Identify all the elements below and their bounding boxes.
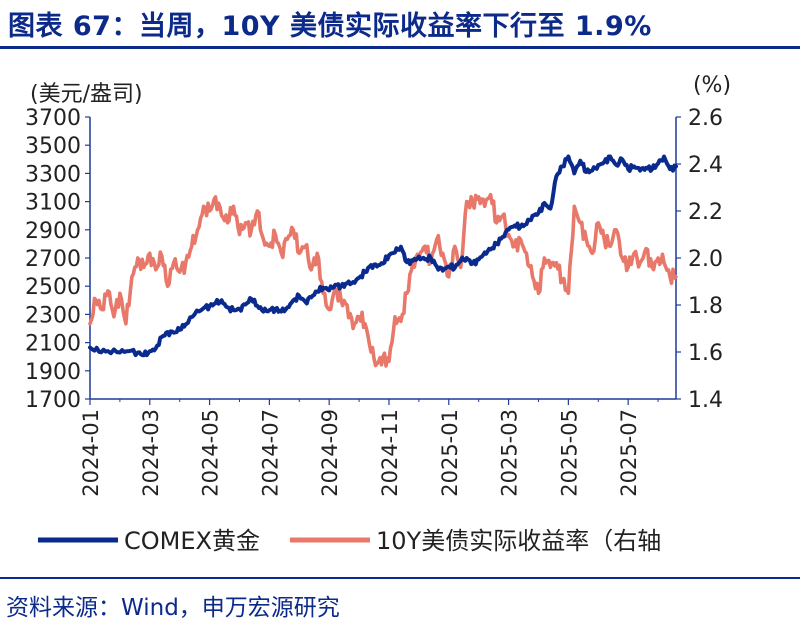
left-tick-label: 3500 [25,134,81,159]
title-divider [0,46,800,49]
x-tick-label: 2025-05 [557,409,581,497]
left-tick-label: 3100 [25,191,81,216]
series-line-comex-gold [88,154,678,358]
x-tick-label: 2024-09 [318,409,342,497]
right-tick-label: 2.6 [688,106,723,131]
x-tick-label: 2024-11 [378,409,402,497]
left-tick-label: 1900 [25,360,81,385]
chart-legend: COMEX黄金 10Y美债实际收益率（右轴 [38,527,661,555]
left-tick-label: 3700 [25,106,81,131]
x-tick-label: 2025-01 [438,409,462,497]
chart-title: 图表 67：当周，10Y 美债实际收益率下行至 1.9% [8,11,652,42]
x-tick-label: 2024-05 [199,409,223,497]
right-tick-label: 2.2 [688,200,723,225]
left-tick-label: 2300 [25,303,81,328]
left-tick-label: 1700 [25,388,81,413]
left-tick-label: 3300 [25,162,81,187]
footer-divider [0,577,800,579]
left-tick-label: 2500 [25,275,81,300]
right-tick-label: 1.8 [688,294,723,319]
series-line-real-yield [88,192,678,368]
left-tick-label: 2100 [25,332,81,357]
chart-axes: (美元/盎司) (%) 3700 3500 3300 3100 2900 2700 2500 23… [25,73,731,497]
x-tick-label: 2024-03 [139,409,163,497]
left-unit-label: (美元/盎司) [30,82,143,107]
right-tick-label: 2.0 [688,247,723,272]
left-tick-label: 2900 [25,219,81,244]
x-tick-label: 2025-07 [617,409,641,497]
legend-label-gold: COMEX黄金 [124,527,260,555]
x-tick-label: 2024-01 [79,409,103,497]
legend-label-yield: 10Y美债实际收益率（右轴 [376,527,661,555]
x-tick-label: 2025-03 [498,409,522,497]
right-unit-label: (%) [693,73,731,98]
right-tick-label: 2.4 [688,153,723,178]
source-note: 资料来源：Wind，申万宏源研究 [6,595,340,621]
x-tick-label: 2024-07 [258,409,282,497]
left-tick-label: 2700 [25,247,81,272]
chart-canvas: (美元/盎司) (%) 3700 3500 3300 3100 2900 2700 2500 23… [25,73,731,555]
chart-lines [88,154,678,368]
right-tick-label: 1.6 [688,341,723,366]
right-tick-label: 1.4 [688,388,723,413]
